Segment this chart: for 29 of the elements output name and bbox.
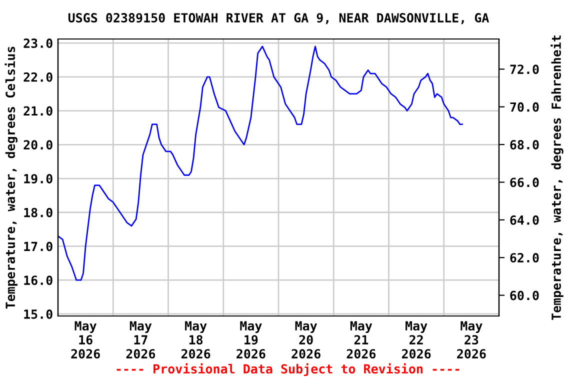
y2-tick-label: 66.0 xyxy=(510,178,539,188)
line-series xyxy=(58,46,463,281)
x-tick-label: May 21 2026 xyxy=(346,321,376,359)
y-tick-label: 19.0 xyxy=(24,174,52,184)
x-tick-label: May 18 2026 xyxy=(181,321,210,359)
y-tick-label: 15.0 xyxy=(24,309,52,319)
y-tick-label: 20.0 xyxy=(24,140,52,150)
x-tick-label: May 16 2026 xyxy=(71,321,100,359)
chart-title: USGS 02389150 ETOWAH RIVER AT GA 9, NEAR DAWSONVILLE, GA xyxy=(68,13,490,24)
x-tick-label: May 22 2026 xyxy=(402,321,431,359)
y-tick-label: 18.0 xyxy=(24,208,52,218)
y-tick-label: 22.0 xyxy=(24,72,52,82)
x-tick-label: May 23 2026 xyxy=(457,321,486,359)
y2-tick-label: 70.0 xyxy=(510,102,539,112)
x-tick-label: May 20 2026 xyxy=(292,321,320,359)
y2-tick-label: 72.0 xyxy=(510,64,539,74)
y-tick-label: 16.0 xyxy=(24,276,52,286)
y2-tick-label: 68.0 xyxy=(510,140,539,150)
y2-tick-label: 60.0 xyxy=(510,290,539,300)
y-tick-label: 23.0 xyxy=(24,38,52,48)
y-tick-label: 21.0 xyxy=(24,106,52,116)
y2-axis-title: Temperature, water, degrees Fahrenheit xyxy=(550,35,564,320)
y2-tick-label: 64.0 xyxy=(510,215,539,225)
x-tick-label: May 17 2026 xyxy=(126,321,156,359)
y-tick-label: 17.0 xyxy=(24,242,52,252)
text: ---- Provisional Data Subject to Revision ---- xyxy=(116,363,460,376)
y-axis-title: Temperature, water, degrees Celsius xyxy=(4,46,18,309)
y2-tick-label: 62.0 xyxy=(510,253,539,263)
x-tick-label: May 19 2026 xyxy=(236,321,266,359)
